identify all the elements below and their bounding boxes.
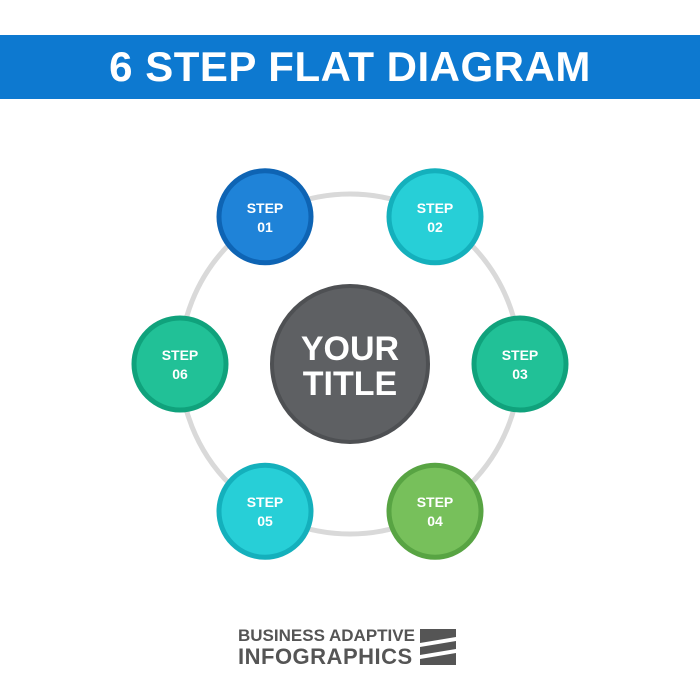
step-node-4: STEP 04 <box>386 462 484 560</box>
step-label: STEP <box>247 200 284 216</box>
step-circle-1 <box>216 168 314 266</box>
page-title: 6 STEP FLAT DIAGRAM <box>109 43 591 90</box>
step-node-5: STEP 05 <box>216 462 314 560</box>
step-number: 03 <box>512 366 528 382</box>
center-circle <box>270 284 430 444</box>
step-label: STEP <box>247 494 284 510</box>
brand-line2: INFOGRAPHICS <box>238 644 413 669</box>
step-circle-4 <box>386 462 484 560</box>
step-number: 06 <box>172 366 188 382</box>
step-number: 01 <box>257 219 273 235</box>
title-banner: 6 STEP FLAT DIAGRAM <box>0 35 700 99</box>
center-title-node: YOUR TITLE <box>270 284 430 444</box>
step-number: 04 <box>427 513 443 529</box>
step-label: STEP <box>417 200 454 216</box>
step-circle-6 <box>131 315 229 413</box>
center-title-line1: YOUR <box>301 330 399 368</box>
center-title-line2: TITLE <box>303 365 397 403</box>
step-label: STEP <box>417 494 454 510</box>
step-circle-5 <box>216 462 314 560</box>
step-number: 02 <box>427 219 443 235</box>
step-node-2: STEP 02 <box>386 168 484 266</box>
step-number: 05 <box>257 513 273 529</box>
step-node-6: STEP 06 <box>131 315 229 413</box>
brand-footer: BUSINESS ADAPTIVE INFOGRAPHICS <box>238 626 478 670</box>
step-label: STEP <box>162 347 199 363</box>
step-circle-2 <box>386 168 484 266</box>
step-node-1: STEP 01 <box>216 168 314 266</box>
step-node-3: STEP 03 <box>471 315 569 413</box>
step-circle-3 <box>471 315 569 413</box>
striped-square-logo <box>420 629 456 665</box>
step-label: STEP <box>502 347 539 363</box>
brand-line1: BUSINESS ADAPTIVE <box>238 626 415 645</box>
